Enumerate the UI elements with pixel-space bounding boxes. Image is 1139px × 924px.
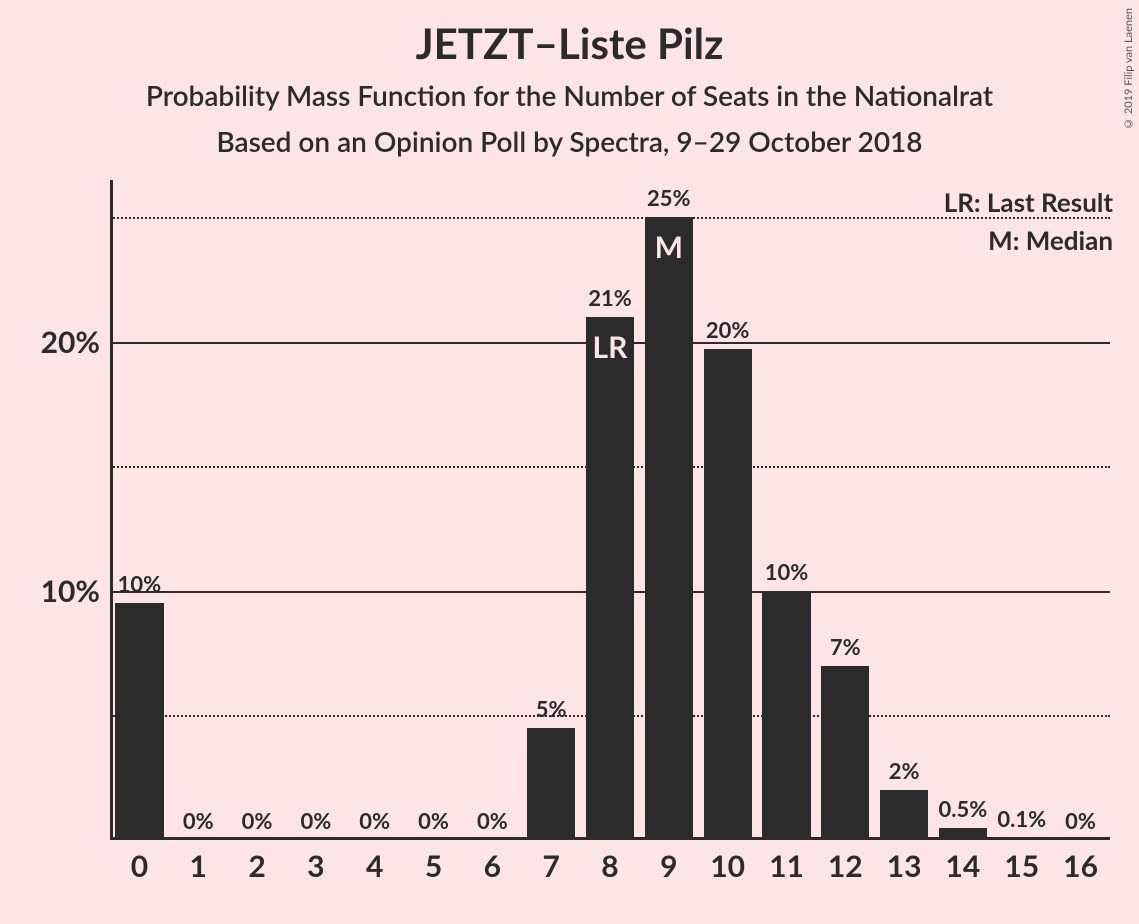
x-axis-tick-label: 11 [756,848,816,884]
x-axis-tick-label: 2 [227,848,287,884]
bar [880,790,928,840]
bar-value-label: 5% [516,695,586,722]
x-axis-tick-label: 4 [345,848,405,884]
x-axis-line [110,837,1110,840]
grid-minor [110,217,1110,219]
y-axis-label: 10% [41,573,100,609]
bar-value-label: 25% [634,184,704,211]
chart-page: JETZT–Liste Pilz Probability Mass Functi… [0,0,1139,924]
x-axis-tick-label: 6 [462,848,522,884]
bar [704,349,752,840]
bar-value-label: 0% [1046,807,1116,834]
bar-value-label: 10% [104,570,174,597]
x-axis-ticks: 012345678910111213141516 [110,848,1110,898]
bar [821,666,869,840]
chart-plot-area: 10%20%10%0%0%0%0%0%0%5%LR21%M25%20%10%7%… [110,180,1110,840]
x-axis-tick-label: 3 [286,848,346,884]
x-axis-tick-label: 5 [404,848,464,884]
bar: M [645,217,693,840]
bar [527,728,575,840]
bar-value-label: 0% [457,807,527,834]
x-axis-tick-label: 16 [1051,848,1111,884]
x-axis-tick-label: 7 [521,848,581,884]
x-axis-tick-label: 10 [698,848,758,884]
x-axis-tick-label: 13 [874,848,934,884]
bar [115,603,163,840]
x-axis-tick-label: 1 [168,848,228,884]
x-axis-tick-label: 12 [815,848,875,884]
bar-value-label: 7% [810,633,880,660]
x-axis-tick-label: 9 [639,848,699,884]
bar-inner-label: LR [586,329,634,365]
chart-subtitle-2: Based on an Opinion Poll by Spectra, 9–2… [0,124,1139,158]
x-axis-tick-label: 0 [109,848,169,884]
copyright-text: © 2019 Filip van Laenen [1122,8,1135,130]
x-axis-tick-label: 15 [992,848,1052,884]
bar-value-label: 2% [869,757,939,784]
y-axis-label: 20% [41,324,100,360]
bar-value-label: 20% [693,316,763,343]
bar-value-label: 10% [751,558,821,585]
chart-subtitle-1: Probability Mass Function for the Number… [0,78,1139,112]
bar-value-label: 21% [575,284,645,311]
x-axis-tick-label: 8 [580,848,640,884]
bar-inner-label: M [645,229,693,265]
x-axis-tick-label: 14 [933,848,993,884]
bar: LR [586,317,634,840]
bar [762,591,810,840]
y-axis-line [110,180,113,840]
chart-title: JETZT–Liste Pilz [0,18,1139,68]
